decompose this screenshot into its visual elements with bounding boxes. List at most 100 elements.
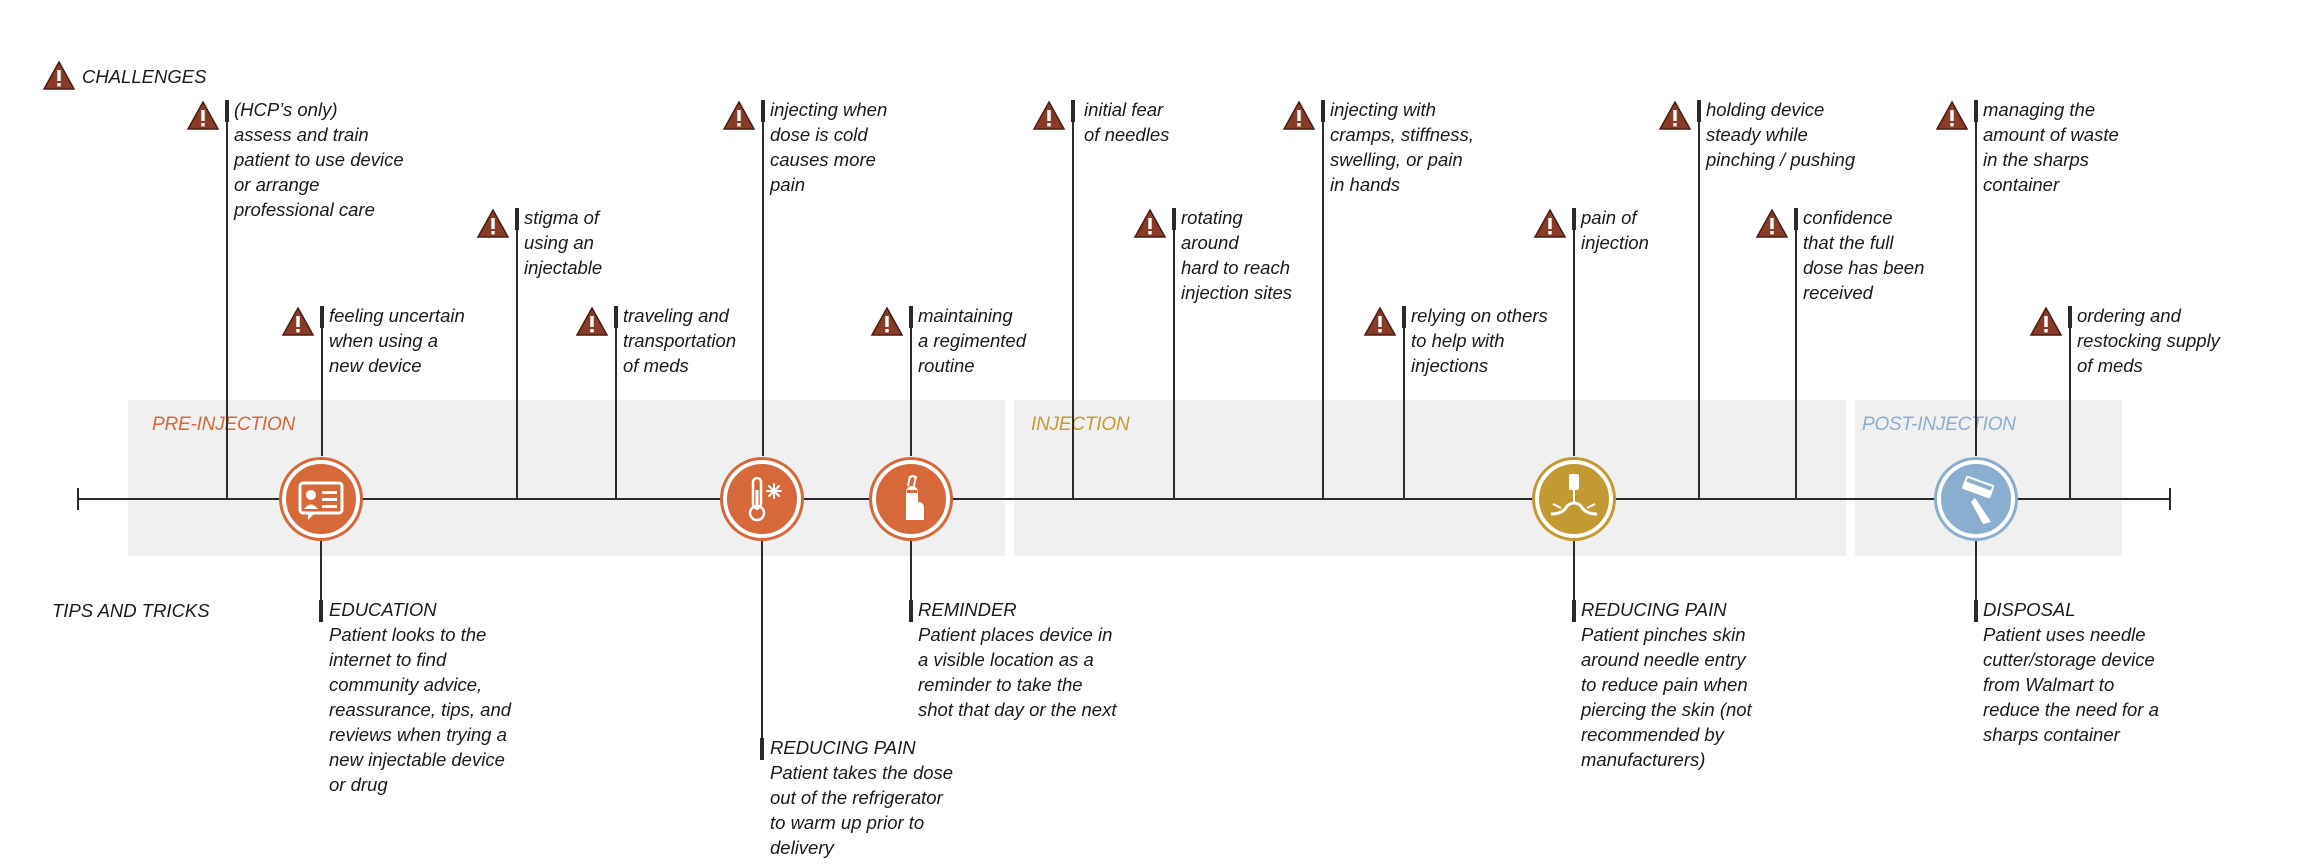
challenge-text: injecting when dose is cold causes more … <box>770 99 888 195</box>
challenge-line <box>226 102 228 499</box>
challenge-tick <box>1071 100 1075 122</box>
warning-icon <box>476 208 510 238</box>
challenge-tick <box>2068 306 2072 328</box>
warning-icon <box>870 306 904 336</box>
challenge-tick <box>515 208 519 230</box>
challenge-line <box>1573 210 1575 456</box>
tip-node-reducing-pain-1 <box>723 460 801 538</box>
tip-tick <box>760 738 764 760</box>
tip-title: REMINDER <box>918 599 1017 620</box>
warning-icon <box>1282 100 1316 130</box>
challenge-tick <box>761 100 765 122</box>
challenge-tick <box>1172 208 1176 230</box>
challenge-line <box>615 308 617 499</box>
challenge-tick <box>1402 306 1406 328</box>
challenge-tick <box>1794 208 1798 230</box>
warning-icon <box>1133 208 1167 238</box>
warning-icon <box>1533 208 1567 238</box>
needle-skin-icon <box>1550 474 1598 516</box>
challenge-text: pain of injection <box>1581 207 1649 253</box>
tip-line <box>1975 500 1977 620</box>
phase-label-post-injection: POST-INJECTION <box>1862 414 2016 435</box>
challenge-line <box>516 210 518 499</box>
needle-container-icon <box>1962 475 1995 524</box>
challenge-line <box>2069 308 2071 499</box>
tip-line <box>1573 500 1575 620</box>
challenge-tick <box>614 306 618 328</box>
challenge-text: injecting with cramps, stiffness, swelli… <box>1330 99 1474 195</box>
challenge-line <box>321 308 323 456</box>
tip-title: DISPOSAL <box>1983 599 2076 620</box>
phase-band-injection <box>1014 400 1846 556</box>
challenge-text: relying on others to help with injection… <box>1411 305 1548 376</box>
challenge-tick <box>1974 100 1978 122</box>
challenge-text: managing the amount of waste in the shar… <box>1983 99 2119 195</box>
tip-node-education <box>282 460 360 538</box>
challenge-text: stigma of using an injectable <box>524 207 603 278</box>
warning-icon <box>575 306 609 336</box>
tip-line <box>761 500 763 756</box>
challenge-text: rotating around hard to reach injection … <box>1181 207 1293 303</box>
challenge-tick <box>225 100 229 122</box>
tip-tick <box>1974 600 1978 622</box>
tip-body: Patient uses needle cutter/storage devic… <box>1983 624 2159 745</box>
challenge-line <box>1173 210 1175 499</box>
challenge-tick <box>1321 100 1325 122</box>
challenge-tick <box>909 306 913 328</box>
warning-icon <box>186 100 220 130</box>
warning-icon <box>1363 306 1397 336</box>
tip-line <box>320 500 322 620</box>
phase-label-injection: INJECTION <box>1031 414 1130 435</box>
warning-icon <box>1658 100 1692 130</box>
challenge-line <box>1975 102 1977 456</box>
challenge-text: traveling and transportation of meds <box>623 305 737 376</box>
challenge-line <box>1322 102 1324 499</box>
id-card-icon <box>298 481 344 520</box>
challenge-text: ordering and restocking supply of meds <box>2077 305 2220 376</box>
warning-icon <box>1935 100 1969 130</box>
challenge-tick <box>320 306 324 328</box>
thermometer-snowflake-icon <box>748 476 782 522</box>
challenge-line <box>1795 210 1797 499</box>
challenge-line <box>1072 102 1074 499</box>
tip-tick <box>909 600 913 622</box>
challenge-tick <box>1697 100 1701 122</box>
tip-body: Patient looks to the internet to find co… <box>329 624 512 795</box>
challenge-text: initial fear of needles <box>1084 99 1170 145</box>
tip-title: REDUCING PAIN <box>770 737 916 758</box>
phase-label-pre-injection: PRE-INJECTION <box>152 414 296 435</box>
challenge-text: confidence that the full dose has been r… <box>1803 207 1925 303</box>
challenge-line <box>1698 102 1700 499</box>
challenge-tick <box>1572 208 1576 230</box>
warning-icon <box>42 60 76 90</box>
tip-body: Patient places device in a visible locat… <box>918 624 1117 720</box>
tip-tick <box>1572 600 1576 622</box>
warning-icon <box>722 100 756 130</box>
tip-tick <box>319 600 323 622</box>
finger-string-icon <box>906 475 924 520</box>
timeline-start-cap <box>77 488 79 510</box>
timeline-end-cap <box>2169 488 2171 510</box>
challenge-line <box>1403 308 1405 499</box>
phase-band-pre-injection <box>128 400 1005 556</box>
challenges-heading: CHALLENGES <box>82 66 207 87</box>
tip-body: Patient pinches skin around needle entry… <box>1581 624 1752 770</box>
challenge-text: holding device steady while pinching / p… <box>1706 99 1856 170</box>
tip-node-reducing-pain-2 <box>1535 460 1613 538</box>
tip-node-reminder <box>872 460 950 538</box>
tips-heading: TIPS AND TRICKS <box>52 600 210 621</box>
warning-icon <box>2029 306 2063 336</box>
challenge-text: (HCP’s only) assess and train patient to… <box>234 99 404 220</box>
timeline-axis <box>78 498 2170 500</box>
tip-body: Patient takes the dose out of the refrig… <box>770 762 954 858</box>
challenge-text: maintaining a regimented routine <box>918 305 1026 376</box>
warning-icon <box>1032 100 1066 130</box>
challenge-text: feeling uncertain when using a new devic… <box>329 305 465 376</box>
tip-title: REDUCING PAIN <box>1581 599 1727 620</box>
challenge-line <box>910 308 912 456</box>
tip-node-disposal <box>1937 460 2015 538</box>
tip-line <box>910 500 912 620</box>
warning-icon <box>1755 208 1789 238</box>
tip-title: EDUCATION <box>329 599 437 620</box>
